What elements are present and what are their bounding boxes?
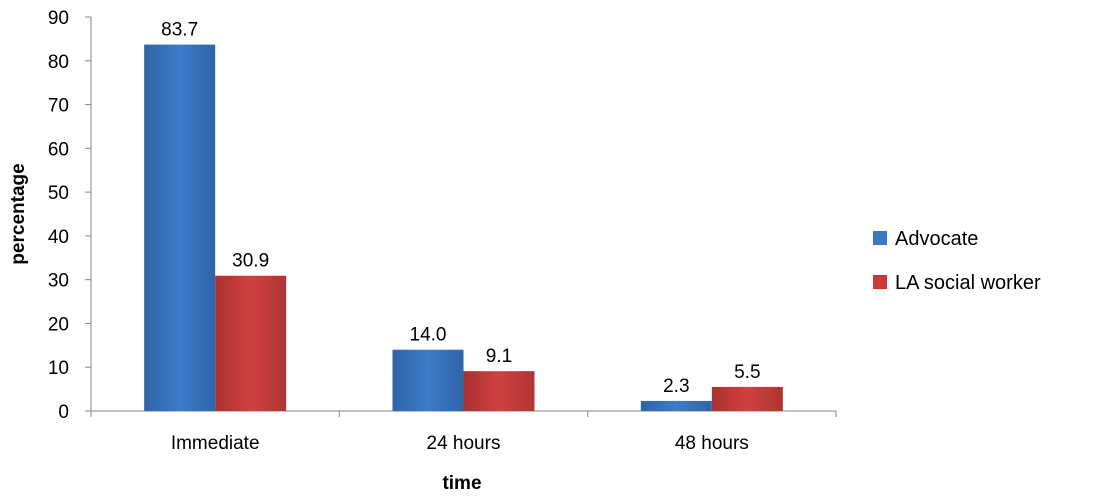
legend-label: LA social worker [895,272,1041,294]
data-label: 5.5 [734,362,760,383]
legend-swatch [873,231,887,245]
legend: Advocate LA social worker [873,228,1041,294]
bar-advocate-2 [640,400,712,411]
y-tick-label: 70 [48,96,69,117]
y-tick-label: 30 [48,271,69,292]
x-axis: Immediate 24 hours 48 hours [90,410,837,454]
data-label: 9.1 [486,346,512,367]
x-tick-label: 48 hours [675,433,749,454]
x-axis-title: time [442,473,481,494]
y-tick-label: 60 [48,139,69,160]
bar-la-social-worker-1 [463,371,535,411]
bar-la-social-worker-0 [215,275,287,411]
bars [144,44,783,412]
legend-swatch [873,275,887,289]
y-tick-label: 80 [48,52,69,73]
y-tick-label: 40 [48,227,69,248]
data-label: 30.9 [232,251,269,272]
y-tick-label: 10 [48,358,69,379]
y-tick-label: 50 [48,183,69,204]
bar-advocate-1 [392,349,464,411]
x-tick-label: 24 hours [427,433,501,454]
x-tick-label: Immediate [171,433,260,454]
y-axis: 0 10 20 30 40 50 60 70 80 90 [48,8,92,423]
bar-la-social-worker-2 [711,386,783,411]
y-tick-label: 0 [58,402,69,423]
legend-label: Advocate [895,228,978,250]
data-labels: 83.7 14.0 2.3 30.9 9.1 5.5 [161,20,760,397]
data-label: 83.7 [161,20,198,41]
data-label: 2.3 [663,376,689,397]
y-tick-label: 90 [48,8,69,29]
y-tick-label: 20 [48,314,69,335]
bar-advocate-0 [144,44,216,412]
y-axis-title: percentage [8,163,29,264]
data-label: 14.0 [410,325,447,346]
